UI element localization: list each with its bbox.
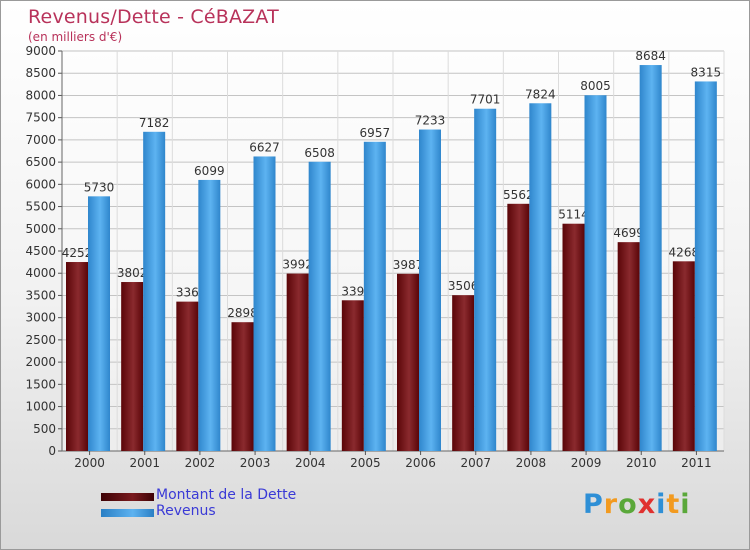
x-tick-label: 2007 bbox=[460, 456, 491, 470]
data-label-revenus: 7182 bbox=[139, 116, 170, 130]
bar-revenus bbox=[584, 95, 607, 451]
logo-letter: t bbox=[666, 489, 681, 520]
data-label-dette: 3506 bbox=[448, 279, 479, 293]
data-label-revenus: 7824 bbox=[525, 87, 556, 101]
data-label-dette: 5562 bbox=[503, 188, 534, 202]
x-tick-label: 2003 bbox=[240, 456, 271, 470]
chart-title: Revenus/Dette - CéBAZAT bbox=[28, 6, 279, 28]
y-tick-label: 7500 bbox=[25, 111, 56, 125]
y-tick-label: 2500 bbox=[25, 333, 56, 347]
data-label-revenus: 8315 bbox=[691, 65, 722, 79]
data-label-dette: 5114 bbox=[558, 208, 589, 222]
bar-dette bbox=[176, 301, 199, 451]
y-tick-label: 4500 bbox=[25, 244, 56, 258]
bar-revenus bbox=[143, 131, 166, 452]
bar-revenus bbox=[474, 108, 497, 451]
y-tick-label: 5000 bbox=[25, 222, 56, 236]
logo-letter: r bbox=[603, 489, 619, 520]
bar-revenus bbox=[308, 161, 331, 451]
bar-dette bbox=[397, 273, 419, 451]
bar-revenus bbox=[363, 141, 386, 452]
bar-dette bbox=[617, 242, 640, 451]
y-tick-label: 6500 bbox=[25, 155, 56, 169]
y-tick-label: 2000 bbox=[25, 355, 56, 369]
x-tick-label: 2000 bbox=[74, 456, 105, 470]
data-label-revenus: 6957 bbox=[360, 126, 391, 140]
data-label-dette: 339 bbox=[341, 284, 364, 298]
x-tick-label: 2002 bbox=[185, 456, 216, 470]
y-tick-label: 500 bbox=[33, 422, 56, 436]
data-label-revenus: 5730 bbox=[84, 180, 115, 194]
bar-revenus bbox=[88, 196, 110, 451]
y-tick-label: 5500 bbox=[25, 200, 56, 214]
x-tick-label: 2001 bbox=[129, 456, 160, 470]
logo-letter: x bbox=[637, 489, 657, 520]
x-tick-label: 2010 bbox=[626, 456, 657, 470]
legend-swatch-dette bbox=[101, 493, 154, 501]
data-label-revenus: 7701 bbox=[470, 93, 501, 107]
bar-dette bbox=[562, 223, 585, 451]
data-label-dette: 4252 bbox=[62, 246, 93, 260]
bar-revenus bbox=[253, 156, 276, 451]
chart-subtitle: (en milliers d'€) bbox=[28, 30, 123, 44]
data-label-revenus: 6627 bbox=[249, 140, 280, 154]
bar-dette bbox=[452, 295, 475, 451]
data-label-dette: 3987 bbox=[393, 258, 424, 272]
data-label-revenus: 6508 bbox=[304, 146, 335, 160]
data-label-revenus: 8005 bbox=[580, 79, 611, 93]
y-tick-label: 9000 bbox=[25, 44, 56, 58]
bar-revenus bbox=[419, 129, 441, 452]
y-tick-label: 8000 bbox=[25, 88, 56, 102]
data-label-dette: 4268 bbox=[669, 245, 700, 259]
y-tick-label: 7000 bbox=[25, 133, 56, 147]
x-tick-label: 2009 bbox=[571, 456, 602, 470]
bar-revenus bbox=[694, 81, 717, 451]
proxiti-logo: Proxiti bbox=[583, 489, 691, 520]
x-tick-label: 2005 bbox=[350, 456, 381, 470]
bar-revenus bbox=[198, 179, 221, 451]
data-label-revenus: 7233 bbox=[415, 114, 446, 128]
data-label-revenus: 6099 bbox=[194, 164, 225, 178]
bar-dette bbox=[66, 262, 88, 451]
bar-dette bbox=[507, 203, 530, 451]
y-tick-label: 3500 bbox=[25, 288, 56, 302]
x-tick-label: 2004 bbox=[295, 456, 326, 470]
y-tick-label: 1500 bbox=[25, 377, 56, 391]
bar-dette bbox=[121, 282, 144, 451]
logo-letter: P bbox=[583, 489, 604, 520]
y-tick-label: 4000 bbox=[25, 266, 56, 280]
y-tick-label: 1000 bbox=[25, 400, 56, 414]
y-tick-label: 8500 bbox=[25, 66, 56, 80]
x-tick-label: 2006 bbox=[405, 456, 436, 470]
x-tick-label: 2011 bbox=[681, 456, 712, 470]
logo-letter: o bbox=[618, 489, 638, 520]
logo-letter: i bbox=[656, 489, 667, 520]
data-label-revenus: 8684 bbox=[635, 49, 666, 63]
y-tick-label: 0 bbox=[48, 444, 56, 458]
data-label-dette: 3992 bbox=[282, 258, 313, 272]
x-tick-label: 2008 bbox=[516, 456, 547, 470]
legend-label-revenus: Revenus bbox=[156, 503, 216, 519]
y-tick-label: 3000 bbox=[25, 311, 56, 325]
bar-revenus bbox=[639, 65, 662, 452]
bar-dette bbox=[341, 300, 364, 451]
data-label-dette: 4699 bbox=[613, 226, 644, 240]
y-tick-label: 6000 bbox=[25, 177, 56, 191]
legend-label-dette: Montant de la Dette bbox=[156, 487, 297, 503]
bar-dette bbox=[286, 273, 309, 451]
bar-dette bbox=[672, 261, 695, 451]
bar-revenus bbox=[529, 103, 552, 452]
data-label-dette: 2898 bbox=[227, 306, 258, 320]
data-label-dette: 336 bbox=[176, 286, 199, 300]
bar-dette bbox=[231, 322, 254, 451]
logo-letter: i bbox=[680, 489, 691, 520]
legend-swatch-revenus bbox=[101, 509, 154, 517]
data-label-dette: 3802 bbox=[117, 266, 148, 280]
